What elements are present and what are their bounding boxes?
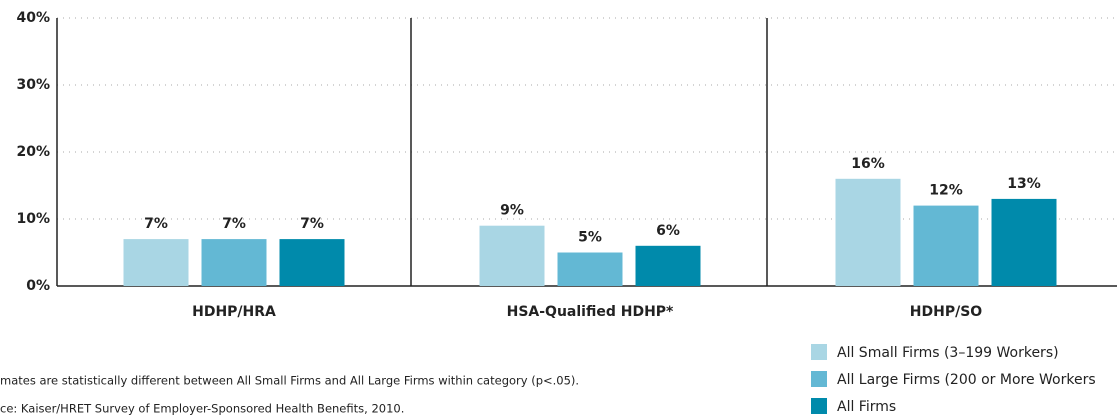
legend-label: All Firms [837,399,896,415]
y-tick-label: 30% [16,77,50,93]
legend-label: All Small Firms (3–199 Workers) [837,345,1059,361]
value-label: 7% [222,216,246,232]
bar [479,225,545,286]
legend-swatch [811,371,827,387]
y-tick-label: 20% [16,144,50,160]
value-label: 7% [300,216,324,232]
y-tick-label: 10% [16,211,50,227]
y-tick-label: 0% [26,278,50,294]
value-label: 6% [656,223,680,239]
bar [913,205,979,286]
value-label: 16% [851,156,885,172]
footnote: ce: Kaiser/HRET Survey of Employer-Spons… [0,402,404,416]
bar [635,245,701,286]
value-label: 9% [500,203,524,219]
value-label: 5% [578,230,602,246]
value-label: 7% [144,216,168,232]
y-tick-label: 40% [16,10,50,26]
x-tick-label: HDHP/HRA [192,304,276,320]
bar [279,239,345,286]
legend-swatch [811,398,827,414]
bar [991,198,1057,286]
value-label: 12% [929,183,963,199]
bar [835,178,901,286]
bar [201,239,267,286]
bar [557,252,623,286]
bar [123,239,189,286]
legend-swatch [811,344,827,360]
x-tick-label: HSA-Qualified HDHP* [507,304,674,320]
value-label: 13% [1007,176,1041,192]
x-tick-label: HDHP/SO [910,304,983,320]
legend-label: All Large Firms (200 or More Workers [837,372,1096,388]
footnote: mates are statistically different betwee… [0,374,579,388]
